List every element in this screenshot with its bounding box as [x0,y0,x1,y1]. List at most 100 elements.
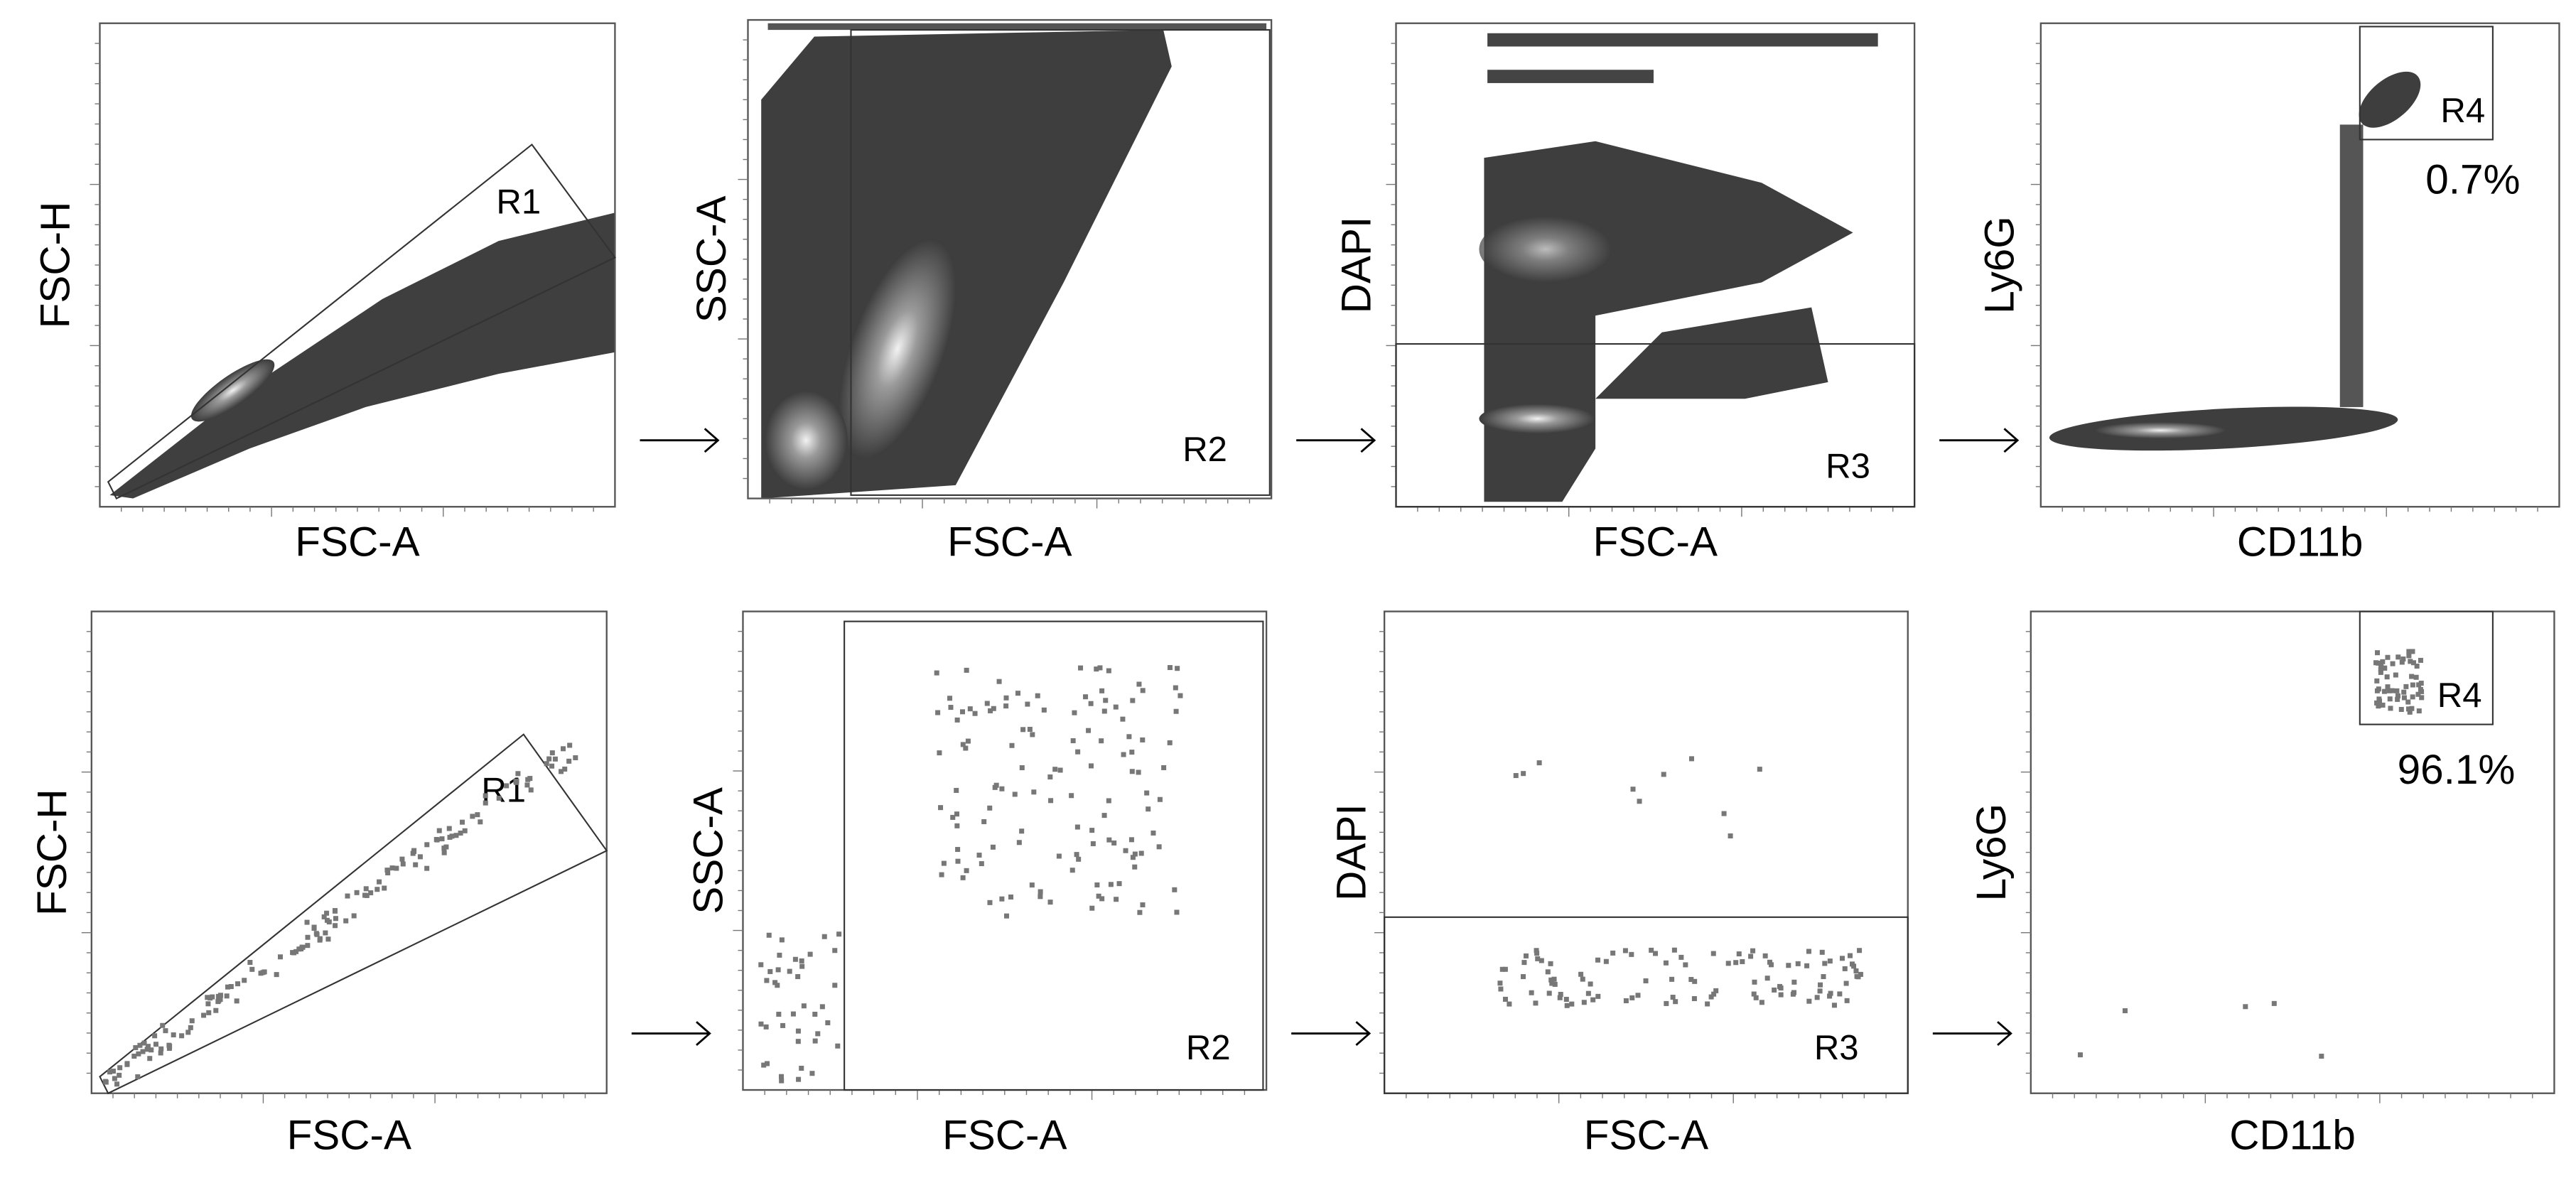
event-dot [102,1079,108,1084]
event-dot [964,868,969,873]
event-dot [299,944,305,950]
event-dot [1603,958,1609,964]
event-dot [1546,990,1552,996]
event-dot [333,923,338,929]
event-dot [775,983,780,988]
event-dot [1099,738,1104,744]
gate [1384,916,1909,1094]
event-dot [2416,682,2422,688]
event-dot [1088,701,1094,706]
event-dot [954,787,959,793]
event-dot [394,865,399,871]
event-dot [976,853,982,858]
event-dot [1136,681,1142,687]
event-dot [1015,691,1020,696]
event-dot [1097,665,1103,671]
gate-percent: 0.7% [2425,157,2520,203]
event-dot [2418,657,2423,663]
event-dot [812,1038,818,1044]
event-dot [1590,997,1596,1003]
event-dot [812,1011,818,1017]
event-dot [1157,796,1163,802]
event-dot [166,1042,172,1048]
event-dot [2384,674,2390,680]
event-dot [1688,977,1694,983]
event-dot [1688,756,1694,762]
event-dot [1004,913,1010,919]
event-dot [959,709,965,715]
density-core [190,359,275,422]
event-dot [1113,704,1119,710]
event-dot [939,872,944,877]
event-dot [1123,848,1128,853]
event-dot [2374,678,2380,684]
event-dot [107,1069,112,1075]
event-dot [1652,951,1659,956]
event-dot [1843,981,1849,986]
gate [99,733,608,1095]
event-dot [938,805,944,811]
event-dot [2401,695,2407,701]
event-dot [1692,978,1698,984]
event-dot [1502,966,1508,972]
event-dot [825,1020,831,1026]
event-dot [1499,966,1505,972]
x-axis-label: CD11b [2229,1112,2356,1158]
event-dot [274,972,279,978]
event-dot [1069,793,1074,799]
event-dot [1643,978,1649,983]
event-dot [1075,749,1081,755]
event-dot [1585,990,1591,996]
event-dot [1138,850,1144,856]
gate-label: R1 [496,183,541,222]
event-dot [2378,669,2383,675]
event-dot [1757,767,1762,772]
event-dot [1819,949,1825,955]
event-dot [2389,688,2395,693]
panels: R1 FSC-A FSC-H R2 FSC-A SSC-A R3 FSC-A DAPI R4 0.7… [29,18,2560,1158]
event-dot [1623,998,1629,1003]
event-dot [1038,889,1043,895]
gate-label: R4 [2437,676,2482,715]
event-dot [377,879,382,885]
event-dot [1671,947,1677,953]
gate-label: R3 [1826,447,1870,485]
event-dot [2122,1008,2128,1014]
event-dot [1853,968,1859,974]
event-dot [832,948,838,954]
event-dot [795,1028,801,1034]
event-dot [2378,666,2383,672]
event-dot [436,828,442,833]
event-dot [779,937,785,943]
event-dot [133,1044,139,1050]
event-dot [1663,960,1669,966]
event-dot [112,1076,117,1081]
gate [844,620,1264,1091]
event-dot [775,967,781,973]
event-dot [2385,654,2391,660]
event-dot [1548,977,1554,983]
event-dot [1172,887,1177,892]
event-dot [140,1049,146,1054]
event-dot [249,966,255,972]
event-dot [1767,959,1772,965]
event-dot [1035,693,1040,698]
event-dot [1167,665,1173,671]
event-dot [758,1021,764,1027]
event-dot [235,981,241,987]
event-dot [424,865,430,871]
event-dot [2406,653,2412,659]
density-band [1487,70,1654,83]
y-axis-label: SSC-A [689,195,735,323]
event-dot [413,862,419,868]
event-dot [981,819,987,824]
event-dot [799,963,805,969]
event-dot [796,1076,802,1082]
event-dot [2410,682,2415,688]
event-dot [763,1024,769,1030]
event-dot [778,1074,784,1079]
event-dot [779,1078,785,1084]
event-dot [2376,696,2382,702]
x-axis-label: FSC-A [1593,519,1718,565]
event-dot [2415,691,2421,697]
